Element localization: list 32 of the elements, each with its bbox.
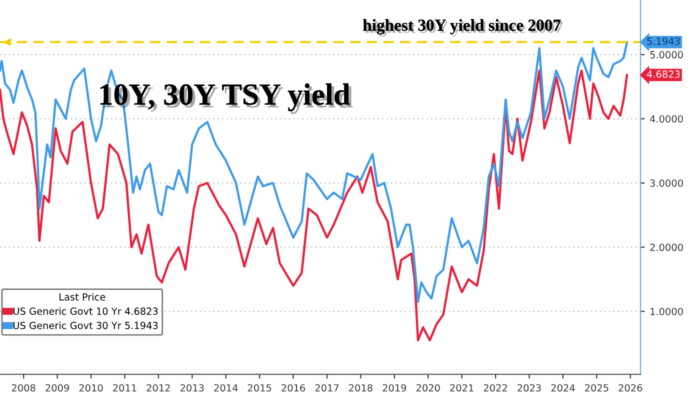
x-tick-label: 2019 xyxy=(382,384,406,392)
legend-title: Last Price xyxy=(60,293,106,301)
x-tick-label: 2020 xyxy=(416,384,440,392)
x-tick-label: 2009 xyxy=(46,384,69,392)
x-tick-label: 2015 xyxy=(248,384,272,392)
x-tick-label: 2010 xyxy=(79,384,103,392)
y-tick-label: 4.0000 xyxy=(650,115,683,123)
line-series xyxy=(0,40,628,303)
legend-label: US Generic Govt 30 Yr 5.1943 xyxy=(13,322,158,330)
line-series xyxy=(0,70,628,342)
x-tick-label: 2008 xyxy=(12,384,36,392)
x-tick-label: 2012 xyxy=(146,384,170,392)
x-tick-label: 2018 xyxy=(349,384,372,392)
x-tick-label: 2017 xyxy=(315,384,339,392)
y-tick-label: 5.0000 xyxy=(650,51,683,58)
legend-label: US Generic Govt 10 Yr 4.6823 xyxy=(13,307,158,315)
x-tick-label: 2016 xyxy=(282,384,306,392)
x-tick-label: 2026 xyxy=(618,384,642,392)
x-tick-label: 2025 xyxy=(585,384,608,392)
x-tick-label: 2011 xyxy=(113,384,136,392)
y-tick-label: 3.0000 xyxy=(650,179,683,187)
y-tick-label: 2.0000 xyxy=(650,244,683,252)
ref-line-label: highest 30Y yield since 2007 xyxy=(363,19,563,36)
x-tick-label: 2024 xyxy=(551,384,575,392)
x-tick-label: 2022 xyxy=(484,384,507,392)
annotation: 5.1943 xyxy=(647,38,680,45)
x-tick-label: 2014 xyxy=(214,384,238,392)
y-tick-label: 1.0000 xyxy=(650,308,683,316)
annotation: 4.6823 xyxy=(646,70,680,78)
x-tick-label: 2023 xyxy=(518,384,541,392)
x-tick-label: 2021 xyxy=(450,384,474,392)
x-tick-label: 2013 xyxy=(180,384,204,392)
